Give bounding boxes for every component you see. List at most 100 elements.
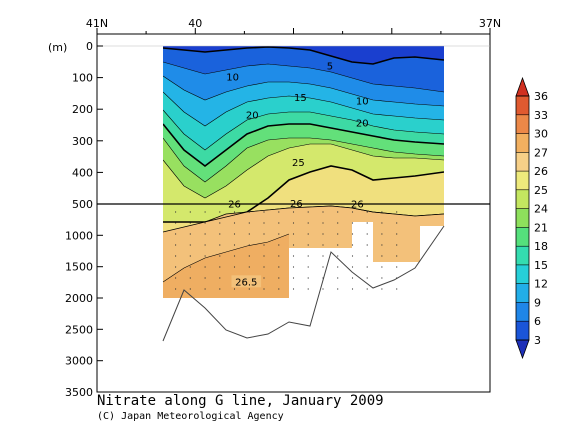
fill-band (394, 214, 420, 262)
colorbar-extend-high (515, 76, 530, 97)
station-dot (263, 222, 265, 224)
station-dot (278, 277, 280, 279)
latitude-tick-label: 40 (188, 17, 202, 30)
credit-text: (C) Japan Meteorological Agency (97, 411, 284, 422)
station-dot (292, 211, 295, 213)
depth-unit-label: (m) (48, 41, 67, 54)
station-dot (175, 266, 177, 268)
colorbar-tick-label: 9 (534, 297, 541, 310)
station-dot (263, 233, 265, 235)
station-dot (233, 255, 236, 257)
fill-band (163, 46, 444, 64)
colorbar-tick-label: 27 (534, 146, 548, 159)
depth-tick-label: 100 (72, 72, 93, 85)
colorbar-tick-label: 36 (534, 90, 548, 103)
station-dot (366, 277, 368, 279)
station-dot (322, 255, 324, 257)
contour-label: 20 (246, 111, 259, 122)
contour-label: 5 (327, 62, 333, 73)
depth-tick-label: 1000 (65, 229, 93, 242)
station-dot (292, 244, 295, 246)
station-dot (381, 233, 383, 235)
depth-tick-label: 3000 (65, 355, 93, 368)
station-dot (366, 233, 368, 235)
station-dot (248, 222, 250, 224)
depth-tick-label: 0 (86, 40, 93, 53)
station-dot (175, 288, 177, 290)
fill-band (163, 144, 444, 222)
station-dot (189, 255, 191, 257)
station-dot (219, 233, 221, 235)
contour-label: 20 (356, 118, 369, 129)
colorbar-swatch (516, 152, 529, 172)
contour-label: 15 (294, 93, 307, 104)
colorbar-swatch (516, 114, 529, 134)
contour-line (162, 205, 445, 233)
station-dot (366, 266, 368, 268)
station-dot (204, 288, 206, 290)
colorbar-tick-label: 6 (534, 315, 541, 328)
colorbar-tick-label: 24 (534, 203, 548, 216)
station-dot (307, 277, 309, 279)
station-dot (175, 233, 177, 235)
station-dot (204, 277, 206, 279)
station-dot (204, 266, 206, 268)
station-dot (278, 211, 280, 213)
contour-label: 26 (228, 200, 241, 211)
station-dot (219, 277, 221, 279)
latitude-tick-label: 37N (479, 17, 501, 30)
station-dot (248, 211, 250, 213)
contour-label: 26 (290, 199, 303, 210)
station-dot (396, 244, 398, 246)
station-dot (263, 244, 265, 246)
station-dot (248, 288, 250, 290)
station-dot (263, 266, 265, 268)
station-dot (263, 211, 265, 213)
colorbar-tick-label: 33 (534, 109, 548, 122)
fill-band (163, 138, 444, 198)
colorbar-swatch (516, 227, 529, 247)
station-dot (292, 266, 295, 268)
station-dot (189, 277, 191, 279)
station-dot (366, 222, 368, 224)
station-dot (189, 288, 191, 290)
station-dot (322, 244, 324, 246)
fill-band (163, 76, 444, 126)
station-dot (175, 211, 177, 213)
fill-band (163, 124, 444, 182)
station-dot (381, 244, 383, 246)
station-dot (351, 233, 354, 235)
mask-area (163, 46, 490, 392)
colorbar-tick-label: 12 (534, 278, 548, 291)
station-dot (396, 255, 398, 257)
station-dot (278, 222, 280, 224)
colorbar-tick-label: 18 (534, 240, 548, 253)
station-dot (337, 222, 339, 224)
station-dot (263, 277, 265, 279)
station-dot (307, 211, 309, 213)
station-dot (233, 266, 236, 268)
station-dot (233, 288, 236, 290)
contour-line (163, 46, 444, 65)
station-dot (396, 288, 398, 290)
station-dot (248, 233, 250, 235)
depth-tick-label: 2000 (65, 292, 93, 305)
station-dot (233, 244, 236, 246)
station-dot (204, 222, 206, 224)
contour-line (163, 75, 444, 107)
station-dot (337, 266, 339, 268)
depth-tick-label: 300 (72, 135, 93, 148)
contour-line (162, 233, 290, 283)
station-dot (322, 288, 324, 290)
colorbar-swatch (516, 133, 529, 153)
station-dot (292, 288, 295, 290)
station-dot (381, 277, 383, 279)
contour-line (163, 143, 444, 199)
station-dot (351, 255, 354, 257)
station-dot (219, 244, 221, 246)
contour-labels: 5 10 10 15 20 20 25 26 26 26 26.5 (226, 62, 369, 289)
station-dot (381, 255, 383, 257)
station-dot (381, 288, 383, 290)
